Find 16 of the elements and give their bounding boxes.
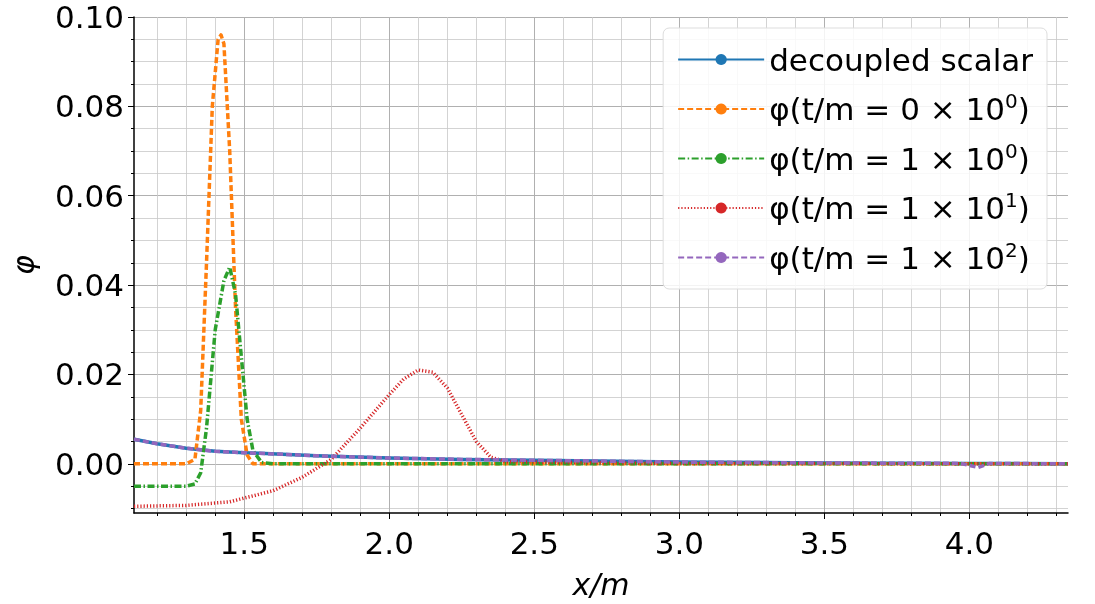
y-tick-label: 0.08: [54, 88, 124, 125]
line-series: [132, 368, 1070, 509]
x-tick-label: 4.0: [944, 524, 995, 561]
x-tick-label: 2.5: [509, 524, 559, 561]
x-tick-label: 3.0: [654, 524, 704, 561]
y-tick-label: 0.04: [54, 267, 124, 304]
x-tick-label: 3.5: [799, 524, 849, 561]
y-tick-label: 0.10: [54, 0, 124, 35]
y-axis-title: φ: [5, 254, 41, 275]
x-axis-title: x/m: [571, 566, 630, 602]
x-tick-label: 2.0: [364, 524, 414, 561]
y-tick-label: 0.00: [54, 445, 124, 482]
y-tick-label: 0.02: [54, 356, 124, 393]
y-tick-label: 0.06: [54, 177, 124, 214]
legend-label: decoupled scalar: [769, 41, 1034, 78]
x-tick-label: 1.5: [219, 524, 269, 561]
